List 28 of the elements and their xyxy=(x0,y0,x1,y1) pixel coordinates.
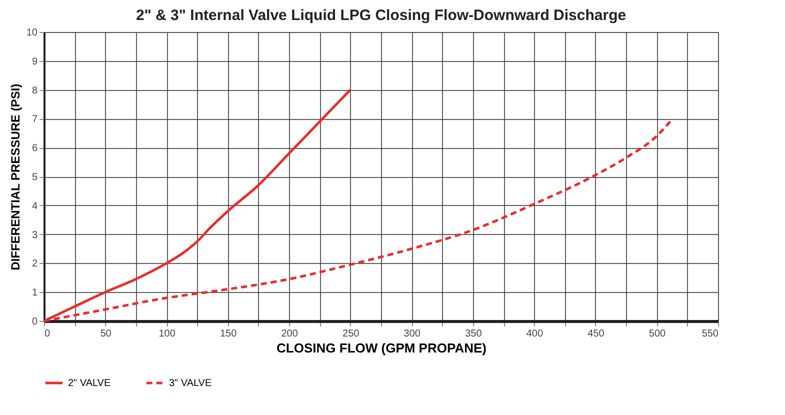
y-tick-label: 6 xyxy=(32,143,38,154)
x-tick-label: 0 xyxy=(44,328,50,340)
y-tick-label: 4 xyxy=(32,200,38,212)
x-tick-label: 100 xyxy=(158,328,176,340)
y-tick-label: 8 xyxy=(32,85,38,96)
y-tick-label: 2 xyxy=(32,258,38,270)
x-tick-label: 250 xyxy=(342,328,360,340)
legend-label: 2" VALVE xyxy=(68,378,111,389)
legend-label: 3" VALVE xyxy=(169,378,212,389)
x-tick-label: 300 xyxy=(404,328,421,340)
x-tick-label: 550 xyxy=(702,328,719,340)
y-tick-label: 5 xyxy=(32,172,38,183)
y-tick-label: 10 xyxy=(26,28,38,38)
y-tick-label: 1 xyxy=(32,288,38,299)
y-axis-title: DIFFERENTIAL PRESSURE (PSI) xyxy=(8,84,22,270)
x-tick-label: 500 xyxy=(648,328,666,340)
chart-title: 2" & 3" Internal Valve Liquid LPG Closing Flow-Downward Discharge xyxy=(136,7,626,24)
x-tick-label: 50 xyxy=(100,328,112,340)
x-tick-label: 350 xyxy=(465,328,482,340)
x-axis-title: CLOSING FLOW (GPM PROPANE) xyxy=(276,340,486,356)
x-tick-label: 450 xyxy=(588,328,605,340)
y-tick-label: 9 xyxy=(32,56,38,68)
x-tick-label: 200 xyxy=(281,328,298,340)
y-tick-label: 0 xyxy=(32,316,38,328)
x-tick-label: 150 xyxy=(220,328,238,340)
y-tick-label: 3 xyxy=(32,230,38,241)
y-tick-label: 7 xyxy=(32,114,38,126)
x-tick-label: 400 xyxy=(526,328,544,340)
